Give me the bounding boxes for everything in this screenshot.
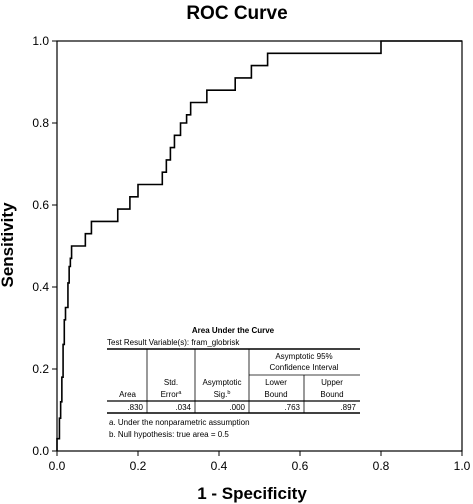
x-tick-label: 0.6 (292, 459, 309, 473)
ticks: 0.0 0.2 0.4 0.6 0.8 1.0 0.0 0.2 0.4 0.6 0.8 1.0 (32, 34, 470, 473)
footnote-a: a. Under the nonparametric assumption (109, 418, 250, 427)
value-stderr: .034 (175, 403, 191, 412)
value-area: .830 (127, 403, 143, 412)
auc-test-variable: Test Result Variable(s): fram_globrisk (107, 338, 240, 347)
col-upper-header-line1: Upper (321, 378, 343, 387)
y-axis-title: Sensitivity (0, 202, 17, 288)
x-tick-label: 1.0 (454, 459, 471, 473)
ci-header-line2: Confidence Interval (270, 363, 339, 372)
y-tick-label: 0.8 (32, 116, 49, 130)
auc-table-title: Area Under the Curve (192, 326, 275, 335)
y-tick-label: 0.4 (32, 280, 49, 294)
col-sig-word: Sig. (214, 390, 228, 399)
col-area-header: Area (119, 390, 136, 399)
x-tick-label: 0.0 (49, 459, 66, 473)
auc-table: Area Under the Curve Test Result Variabl… (107, 326, 360, 439)
col-stderr-sup: a (178, 390, 182, 396)
axes (56, 40, 463, 452)
series (56, 40, 462, 451)
x-tick-label: 0.8 (373, 459, 390, 473)
ci-header-line1: Asymptotic 95% (275, 352, 332, 361)
x-tick-label: 0.4 (211, 459, 228, 473)
col-stderr-header-line1: Std. (164, 378, 178, 387)
col-sig-header-line1: Asymptotic (202, 378, 241, 387)
col-stderr-header-line2: Errora (161, 390, 183, 399)
col-sig-sup: b (227, 390, 230, 396)
y-tick-label: 0.2 (32, 362, 49, 376)
plot-frame (56, 40, 463, 452)
y-tick-label: 1.0 (32, 34, 49, 48)
col-lower-header-line1: Lower (265, 378, 287, 387)
y-tick-label: 0.6 (32, 198, 49, 212)
value-sig: .000 (229, 403, 245, 412)
roc-curve-line (56, 40, 462, 451)
y-tick-label: 0.0 (32, 444, 49, 458)
chart-title: ROC Curve (186, 3, 287, 24)
x-tick-label: 0.2 (130, 459, 147, 473)
footnote-b: b. Null hypothesis: true area = 0.5 (109, 430, 229, 439)
col-lower-header-line2: Bound (264, 390, 287, 399)
value-lower: .763 (284, 403, 300, 412)
x-axis-title: 1 - Specificity (197, 484, 307, 503)
value-upper: .897 (340, 403, 356, 412)
col-stderr-word: Error (161, 390, 179, 399)
col-sig-header-line2: Sig.b (214, 390, 231, 399)
col-upper-header-line2: Bound (320, 390, 343, 399)
